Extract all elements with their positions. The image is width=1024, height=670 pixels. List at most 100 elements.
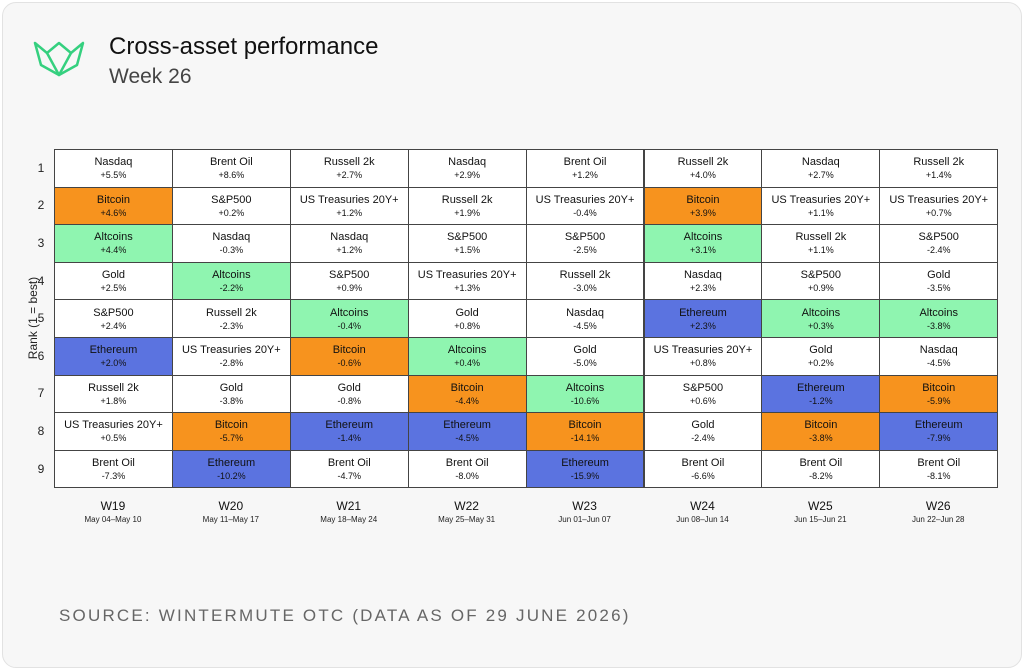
rank-cell: Bitcoin -4.4% bbox=[407, 374, 527, 414]
rank-cell: Russell 2k +1.9% bbox=[407, 186, 527, 226]
asset-change: -0.4% bbox=[573, 207, 597, 218]
asset-name: Ethereum bbox=[914, 419, 963, 432]
asset-change: +2.7% bbox=[336, 170, 363, 181]
rank-cell: Bitcoin +4.6% bbox=[54, 186, 173, 226]
rank-cell: Ethereum -4.5% bbox=[407, 412, 527, 451]
week-dates: May 18–May 24 bbox=[320, 515, 378, 525]
rank-cell: S&P500 -2.5% bbox=[525, 224, 645, 263]
rank-cell: Brent Oil -4.7% bbox=[289, 449, 409, 489]
asset-name: Nasdaq bbox=[330, 231, 369, 244]
rank-cell: Gold -0.8% bbox=[289, 374, 409, 414]
rank-cell: Gold -3.8% bbox=[171, 374, 291, 414]
asset-change: -8.2% bbox=[809, 471, 833, 482]
week-dates: Jun 15–Jun 21 bbox=[794, 515, 847, 525]
asset-name: S&P500 bbox=[93, 306, 134, 319]
rank-cell: Russell 2k -2.3% bbox=[171, 299, 291, 338]
asset-name: Russell 2k bbox=[677, 156, 729, 169]
rank-cell: Nasdaq +2.3% bbox=[643, 261, 763, 301]
asset-change: +4.6% bbox=[100, 207, 127, 218]
asset-name: US Treasuries 20Y+ bbox=[181, 344, 281, 357]
week-label: W24 bbox=[690, 499, 715, 514]
asset-name: Russell 2k bbox=[205, 306, 257, 319]
asset-name: US Treasuries 20Y+ bbox=[889, 193, 989, 206]
asset-change: +1.2% bbox=[336, 245, 363, 256]
asset-change: +2.9% bbox=[454, 170, 481, 181]
rank-label: 9 bbox=[37, 461, 45, 476]
asset-name: Ethereum bbox=[89, 344, 138, 357]
asset-change: +1.4% bbox=[925, 170, 952, 181]
asset-name: Ethereum bbox=[443, 419, 491, 432]
asset-name: Bitcoin bbox=[450, 381, 484, 394]
rank-cell: US Treasuries 20Y+ +0.7% bbox=[879, 186, 999, 226]
asset-name: Gold bbox=[927, 269, 951, 282]
week-label: W19 bbox=[100, 499, 126, 514]
rank-cell: US Treasuries 20Y+ +1.1% bbox=[761, 186, 881, 226]
asset-name: Bitcoin bbox=[214, 419, 248, 432]
rank-label: 5 bbox=[37, 311, 45, 326]
asset-name: S&P500 bbox=[564, 231, 606, 244]
asset-name: Nasdaq bbox=[448, 156, 487, 169]
asset-name: Gold bbox=[219, 381, 243, 394]
asset-name: Bitcoin bbox=[686, 193, 720, 206]
rank-cell: Altcoins +0.4% bbox=[407, 337, 527, 376]
asset-change: -3.8% bbox=[219, 395, 244, 406]
asset-name: US Treasuries 20Y+ bbox=[299, 193, 399, 206]
asset-name: Brent Oil bbox=[209, 156, 253, 169]
week-label: W23 bbox=[572, 499, 597, 514]
rank-cell: Altcoins -2.2% bbox=[171, 261, 291, 301]
asset-name: Russell 2k bbox=[323, 156, 375, 169]
asset-change: +2.0% bbox=[100, 358, 127, 369]
asset-change: +3.9% bbox=[690, 207, 716, 218]
asset-name: Russell 2k bbox=[795, 231, 847, 244]
rank-cell: Nasdaq +1.2% bbox=[289, 224, 409, 263]
asset-change: -10.6% bbox=[570, 395, 600, 406]
week-dates: Jun 22–Jun 28 bbox=[911, 515, 965, 525]
asset-name: Altcoins bbox=[94, 231, 133, 244]
rank-cell: S&P500 +0.6% bbox=[643, 374, 763, 414]
week-label: W25 bbox=[807, 499, 833, 514]
asset-name: Russell 2k bbox=[441, 193, 493, 206]
rank-cell: Bitcoin -3.8% bbox=[761, 412, 881, 451]
rank-cell: Russell 2k -3.0% bbox=[525, 261, 645, 301]
asset-change: -5.0% bbox=[573, 358, 597, 369]
asset-name: Ethereum bbox=[325, 419, 374, 432]
asset-change: -3.8% bbox=[809, 433, 833, 444]
rank-cell: Brent Oil +1.2% bbox=[525, 149, 645, 188]
week-dates: May 04–May 10 bbox=[84, 515, 142, 525]
asset-name: Gold bbox=[337, 381, 361, 394]
rank-cell: S&P500 +0.9% bbox=[761, 261, 881, 301]
rank-cell: Brent Oil -8.0% bbox=[407, 449, 527, 489]
rank-cell: Gold +2.5% bbox=[54, 261, 173, 301]
asset-name: Nasdaq bbox=[683, 269, 722, 282]
asset-change: -3.8% bbox=[926, 320, 951, 331]
asset-change: -3.5% bbox=[926, 283, 951, 294]
rank-label: 7 bbox=[37, 386, 45, 401]
asset-change: -6.6% bbox=[691, 471, 715, 482]
logo bbox=[33, 41, 85, 77]
asset-name: Nasdaq bbox=[919, 344, 958, 357]
asset-change: +0.7% bbox=[925, 207, 952, 218]
rank-cell: Altcoins +3.1% bbox=[643, 224, 763, 263]
week-label: W26 bbox=[925, 499, 951, 514]
rank-cell: US Treasuries 20Y+ +1.2% bbox=[289, 186, 409, 226]
asset-change: +0.6% bbox=[690, 395, 716, 406]
asset-change: -10.2% bbox=[217, 471, 246, 482]
rank-cell: S&P500 +2.4% bbox=[54, 299, 173, 338]
asset-name: Brent Oil bbox=[92, 457, 135, 470]
asset-name: Altcoins bbox=[329, 306, 369, 319]
asset-change: -7.9% bbox=[926, 433, 951, 444]
rank-cell: US Treasuries 20Y+ +0.5% bbox=[54, 412, 173, 451]
asset-name: Brent Oil bbox=[681, 457, 725, 470]
asset-change: +3.1% bbox=[690, 245, 716, 256]
asset-change: +0.5% bbox=[100, 433, 127, 444]
asset-name: US Treasuries 20Y+ bbox=[64, 419, 163, 432]
rank-cell: Ethereum -15.9% bbox=[525, 449, 645, 489]
asset-change: -2.5% bbox=[573, 245, 597, 256]
asset-change: -2.2% bbox=[219, 283, 244, 294]
asset-change: +1.9% bbox=[454, 207, 481, 218]
asset-change: -7.3% bbox=[101, 471, 126, 482]
asset-name: Gold bbox=[455, 306, 479, 319]
asset-change: -8.1% bbox=[926, 471, 951, 482]
asset-change: +0.8% bbox=[454, 320, 481, 331]
asset-change: +1.3% bbox=[454, 283, 481, 294]
